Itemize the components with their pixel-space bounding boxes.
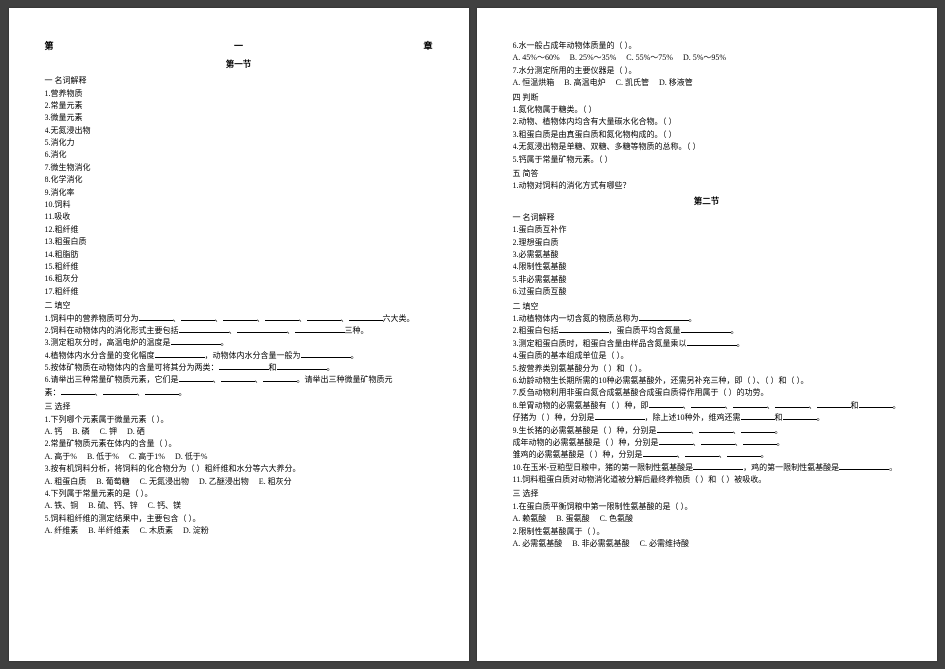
fill-item: 4.植物体内水分含量的变化幅度，动物体内水分含量一般为。 <box>45 350 433 362</box>
term-item: 11.吸收 <box>45 211 433 223</box>
choice-opts: A. 45%～60%B. 25%～35%C. 55%～75%D. 5%～95% <box>513 52 901 64</box>
section-2-title: 第二节 <box>513 195 901 208</box>
term-item: 15.粗纤维 <box>45 261 433 273</box>
term-item: 6.过蛋白质互酸 <box>513 286 901 298</box>
fill-item: 10.在玉米-豆粕型日粮中，猪的第一限制性氨基酸是，鸡的第一限制性氨基酸是。 <box>513 462 901 474</box>
choice-opts: A. 必需氨基酸B. 非必需氨基酸C. 必需维持酸 <box>513 538 901 550</box>
term-item: 4.无氮浸出物 <box>45 125 433 137</box>
fill-item: 6.幼龄动物生长期所需的10种必需氨基酸外，还需另补充三种，即（ ）、（ ）和（… <box>513 375 901 387</box>
choice-q: 1.在蛋白质平衡饲粮中第一限制性氨基酸的是（ ）。 <box>513 501 901 513</box>
group-choice-title: 三 选择 <box>45 401 433 413</box>
fill-item: 2.粗蛋白包括，蛋白质平均含氮量。 <box>513 325 901 337</box>
term-item: 2.理想蛋白质 <box>513 237 901 249</box>
term-item: 7.微生物消化 <box>45 162 433 174</box>
choice-q: 1.下列哪个元素属于微量元素（ ）。 <box>45 414 433 426</box>
judge-item: 5.钙属于常量矿物元素。（ ） <box>513 154 901 166</box>
section-1-title: 第一节 <box>45 58 433 71</box>
fill-item: 8.单胃动物的必需氨基酸有（ ）种，即、、、、和。 <box>513 400 901 412</box>
choice-q: 6.水一般占成年动物体质量的（ ）。 <box>513 40 901 52</box>
judge-item: 4.无氮浸出物是单糖、双糖、多糖等物质的总称。（ ） <box>513 141 901 153</box>
term-item: 10.饲料 <box>45 199 433 211</box>
group-short-title: 五 简答 <box>513 168 901 180</box>
term-item: 14.粗脂肪 <box>45 249 433 261</box>
group-fill-title: 二 填空 <box>45 300 433 312</box>
chapter-heading: 第 一 章 <box>45 40 433 54</box>
term-item: 1.营养物质 <box>45 88 433 100</box>
choice-q: 2.常量矿物质元素在体内的含量（ ）。 <box>45 438 433 450</box>
term-item: 16.粗灰分 <box>45 273 433 285</box>
fill-item: 11.饲料粗蛋白质对动物消化道被分解后最终养物质（ ）和（ ）被吸收。 <box>513 474 901 486</box>
choice-q: 7.水分测定所用的主要仪器是（ ）。 <box>513 65 901 77</box>
term-item: 8.化学消化 <box>45 174 433 186</box>
choice-opts: A. 纤维素B. 半纤维素C. 木质素D. 淀粉 <box>45 525 433 537</box>
term-item: 6.消化 <box>45 149 433 161</box>
chapter-left: 第 <box>45 40 54 54</box>
fill-item: 6.请举出三种常量矿物质元素，它们是、、。请举出三种微量矿物质元 <box>45 374 433 386</box>
term-item: 5.消化力 <box>45 137 433 149</box>
group-judge-title: 四 判断 <box>513 92 901 104</box>
choice-q: 4.下列属于常量元素的是（ ）。 <box>45 488 433 500</box>
chapter-mid: 一 <box>234 40 243 54</box>
term-item: 1.蛋白质互补作 <box>513 224 901 236</box>
fill-item: 5.按营养类别氨基酸分为（ ）和（ ）。 <box>513 363 901 375</box>
choice-opts: A. 钙B. 磷C. 钾D. 硒 <box>45 426 433 438</box>
judge-item: 2.动物、植物体内均含有大量碳水化合物。（ ） <box>513 116 901 128</box>
term-item: 2.常量元素 <box>45 100 433 112</box>
group-terms-title: 一 名词解释 <box>45 75 433 87</box>
fill-item: 7.反刍动物利用非蛋白氮合成氨基酸合成蛋白质得作用属于（ ）的功劳。 <box>513 387 901 399</box>
chapter-right: 章 <box>423 40 432 54</box>
choice-opts: A. 铁、铜B. 硫、钙、锌C. 钙、镁 <box>45 500 433 512</box>
fill-item: 9.生长猪的必需氨基酸是（ ）种，分别是、、。 <box>513 425 901 437</box>
fill-item: 5.按体矿物质在动物体内的含量可将其分为两类：和。 <box>45 362 433 374</box>
choice-opts: A. 粗蛋白质B. 葡萄糖C. 无氮浸出物D. 乙醚浸出物E. 粗灰分 <box>45 476 433 488</box>
fill-item: 3.测定粗蛋白质时，粗蛋白含量由样品含氮量乘以。 <box>513 338 901 350</box>
choice-q: 3.按有机饲料分析，将饲料的化合物分为（ ）粗纤维和水分等六大养分。 <box>45 463 433 475</box>
term-item: 4.限制性氨基酸 <box>513 261 901 273</box>
term-item: 3.微量元素 <box>45 112 433 124</box>
judge-item: 1.氮化物属于糖类。（ ） <box>513 104 901 116</box>
short-item: 1.动物对饲料的消化方式有哪些？ <box>513 180 901 192</box>
fill-item: 雏鸡的必需氨基酸是（ ）种，分别是、、。 <box>513 449 901 461</box>
group-terms-title: 一 名词解释 <box>513 212 901 224</box>
fill-item: 1.动植物体内一切含氮的物质总称为。 <box>513 313 901 325</box>
doc-page-left: 第 一 章 第一节 一 名词解释 1.营养物质 2.常量元素 3.微量元素 4.… <box>9 8 469 661</box>
fill-item: 2.饲料在动物体内的消化形式主要包括、、三种。 <box>45 325 433 337</box>
fill-item: 成年动物的必需氨基酸是（ ）种，分别是、、。 <box>513 437 901 449</box>
judge-item: 3.粗蛋白质是由真蛋白质和氮化物构成的。（ ） <box>513 129 901 141</box>
choice-q: 5.饲料粗纤维的测定结果中，主要包含（ ）。 <box>45 513 433 525</box>
choice-opts: A. 赖氨酸B. 蛋氨酸C. 色氨酸 <box>513 513 901 525</box>
fill-item: 3.测定粗灰分时，高温电炉的温度是。 <box>45 337 433 349</box>
term-item: 3.必需氨基酸 <box>513 249 901 261</box>
term-item: 5.非必需氨基酸 <box>513 274 901 286</box>
group-choice-title: 三 选择 <box>513 488 901 500</box>
fill-item: 素：、、。 <box>45 387 433 399</box>
term-item: 17.粗纤维 <box>45 286 433 298</box>
group-fill-title: 二 填空 <box>513 301 901 313</box>
term-item: 9.消化率 <box>45 187 433 199</box>
choice-opts: A. 恒温烘箱B. 高温电炉C. 凯氏管D. 移液管 <box>513 77 901 89</box>
term-item: 13.粗蛋白质 <box>45 236 433 248</box>
fill-item: 4.蛋白质的基本组成单位是（ ）。 <box>513 350 901 362</box>
choice-q: 2.限制性氨基酸属于（ ）。 <box>513 526 901 538</box>
choice-opts: A. 高于%B. 低于%C. 高于1%D. 低于% <box>45 451 433 463</box>
fill-item: 1.饲料中的营养物质可分为、、、、、六大类。 <box>45 313 433 325</box>
doc-page-right: 6.水一般占成年动物体质量的（ ）。 A. 45%～60%B. 25%～35%C… <box>477 8 937 661</box>
term-item: 12.粗纤维 <box>45 224 433 236</box>
fill-item: 仔猪为（ ）种，分别是，除上述10种外，维鸡还需和。 <box>513 412 901 424</box>
